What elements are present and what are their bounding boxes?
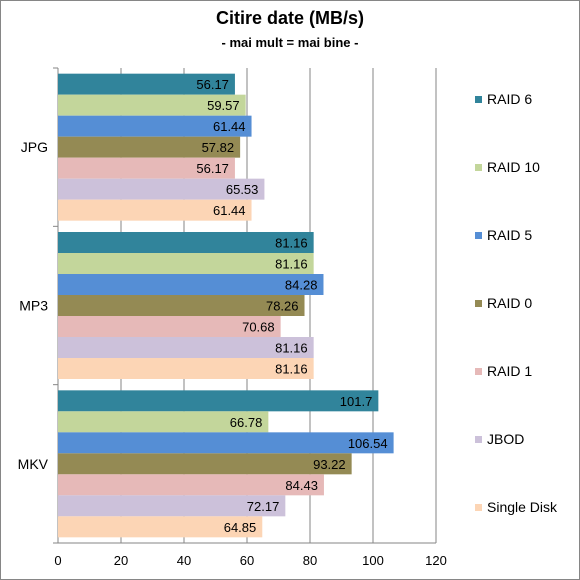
legend-label: RAID 10 xyxy=(487,159,540,175)
bar xyxy=(58,295,305,316)
legend-label: JBOD xyxy=(487,431,524,447)
bar xyxy=(58,157,235,179)
bar xyxy=(58,115,252,137)
bar xyxy=(58,432,394,454)
data-label: 70.68 xyxy=(242,320,275,335)
data-label: 66.78 xyxy=(230,415,263,430)
bar xyxy=(58,495,286,517)
bar xyxy=(58,178,265,200)
legend-label: RAID 0 xyxy=(487,295,532,311)
data-label: 84.43 xyxy=(285,478,318,493)
data-label: 56.17 xyxy=(196,161,229,176)
legend-swatch xyxy=(475,96,482,103)
bar xyxy=(58,337,314,358)
legend-swatch xyxy=(475,300,482,307)
legend-swatch xyxy=(475,164,482,171)
bar xyxy=(58,358,314,379)
data-label: 56.17 xyxy=(196,77,229,92)
bar xyxy=(58,274,324,295)
category-label: MKV xyxy=(18,456,49,472)
bar xyxy=(58,94,246,116)
chart-title: Citire date (MB/s) xyxy=(215,8,365,28)
x-tick-label: 120 xyxy=(425,553,447,568)
bar xyxy=(58,474,324,496)
bar xyxy=(58,411,269,433)
bar xyxy=(58,453,352,475)
legend-label: RAID 5 xyxy=(487,227,532,243)
bar xyxy=(58,232,314,253)
legend-swatch xyxy=(475,368,482,375)
x-tick-label: 20 xyxy=(114,553,128,568)
legend-swatch xyxy=(475,232,482,239)
legend-label: RAID 6 xyxy=(487,91,532,107)
data-label: 57.82 xyxy=(202,140,235,155)
legend-label: Single Disk xyxy=(487,499,558,515)
x-tick-label: 40 xyxy=(177,553,191,568)
data-label: 106.54 xyxy=(348,436,388,451)
x-tick-label: 100 xyxy=(362,553,384,568)
bar xyxy=(58,73,235,95)
data-label: 93.22 xyxy=(313,457,346,472)
data-label: 81.16 xyxy=(275,362,308,377)
data-label: 61.44 xyxy=(213,203,246,218)
x-tick-label: 60 xyxy=(240,553,254,568)
legend-swatch xyxy=(475,436,482,443)
data-label: 59.57 xyxy=(207,98,240,113)
data-label: 81.16 xyxy=(275,257,308,272)
data-label: 65.53 xyxy=(226,182,259,197)
category-label: JPG xyxy=(21,139,48,155)
bar xyxy=(58,136,241,158)
bar xyxy=(58,253,314,274)
chart-subtitle: - mai mult = mai bine - xyxy=(221,35,359,50)
category-label: MP3 xyxy=(19,298,48,314)
data-label: 78.26 xyxy=(266,299,299,314)
bar xyxy=(58,199,252,221)
data-label: 72.17 xyxy=(247,499,280,514)
data-label: 81.16 xyxy=(275,341,308,356)
bar xyxy=(58,516,263,538)
bar xyxy=(58,390,379,412)
data-label: 81.16 xyxy=(275,236,308,251)
data-label: 61.44 xyxy=(213,119,246,134)
data-label: 84.28 xyxy=(285,278,318,293)
legend-label: RAID 1 xyxy=(487,363,532,379)
data-label: 64.85 xyxy=(224,520,257,535)
data-label: 101.7 xyxy=(340,394,373,409)
legend-swatch xyxy=(475,504,482,511)
bar xyxy=(58,316,281,337)
x-tick-label: 80 xyxy=(303,553,317,568)
x-tick-label: 0 xyxy=(54,553,61,568)
